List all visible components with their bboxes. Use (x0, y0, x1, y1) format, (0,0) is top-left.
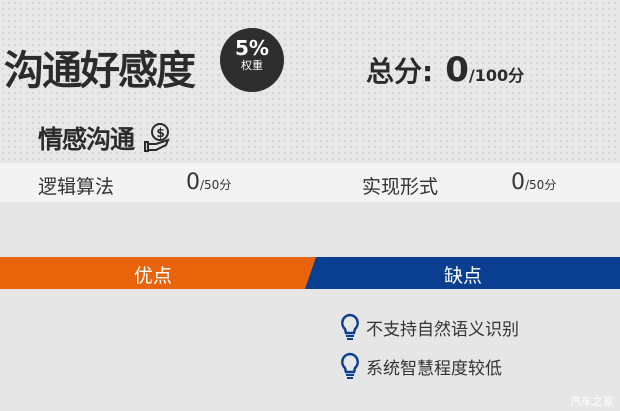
dotted-background (0, 0, 620, 160)
total-max: /100分 (468, 66, 525, 85)
cons-label: 缺点 (444, 265, 483, 287)
lightbulb-icon (341, 313, 359, 340)
lightbulb-icon (341, 352, 359, 379)
score-value-form: 0/50分 (511, 170, 557, 195)
section-title: 情感沟通 $ (38, 120, 172, 156)
score-row (0, 163, 620, 202)
hand-coin-icon: $ (143, 123, 170, 152)
section-title-text: 情感沟通 (38, 125, 135, 154)
score-label-logic: 逻辑算法 (38, 176, 115, 198)
pros-label: 优点 (134, 265, 173, 287)
cons-header (305, 257, 620, 289)
cons-item: 不支持自然语义识别 (340, 313, 519, 341)
page-title: 沟通好感度 (4, 48, 196, 94)
pros-header (0, 257, 316, 289)
total-value: 0 (445, 50, 469, 90)
cons-item: 系统智慧程度较低 (340, 352, 502, 380)
total-label: 总分: (366, 55, 434, 88)
total-score: 总分: 0/100分 (366, 50, 524, 90)
score-value-logic: 0/50分 (186, 170, 232, 195)
weight-badge: 5% 权重 (220, 28, 284, 92)
svg-text:$: $ (156, 126, 164, 140)
watermark: 汽车之家 (570, 395, 614, 408)
score-label-form: 实现形式 (362, 176, 439, 198)
weight-percent: 5% (235, 36, 269, 60)
weight-label: 权重 (241, 59, 263, 72)
